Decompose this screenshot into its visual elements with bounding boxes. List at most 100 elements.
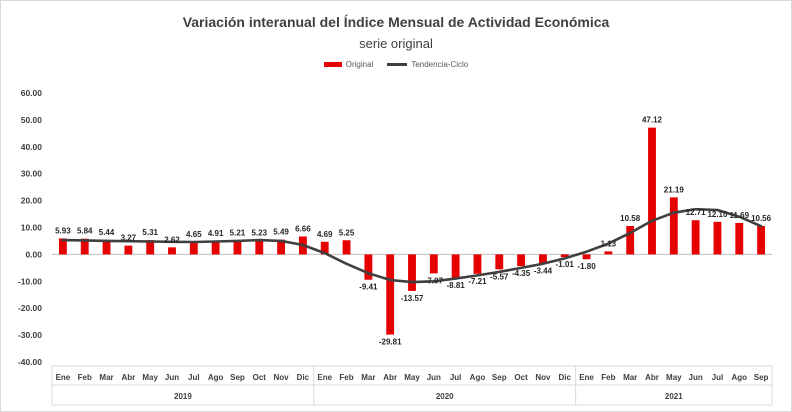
x-tick-label: Abr — [645, 373, 659, 382]
bar-original — [277, 239, 286, 255]
x-tick-label: Jul — [450, 373, 462, 382]
data-label: -7.21 — [468, 277, 487, 286]
chart-legend: Original Tendencia-Ciclo — [0, 60, 792, 69]
data-label: 5.84 — [77, 227, 93, 236]
x-tick-label: Ago — [208, 373, 224, 382]
x-tick-label: Ago — [470, 373, 486, 382]
year-label: 2020 — [436, 392, 454, 401]
data-label: 1.13 — [601, 239, 617, 248]
x-tick-label: Ene — [317, 373, 332, 382]
x-tick-label: Ene — [56, 373, 71, 382]
data-label: 5.31 — [142, 228, 158, 237]
y-tick-label: -10.00 — [18, 276, 42, 286]
data-label: -8.81 — [447, 281, 466, 290]
x-tick-label: Feb — [78, 373, 92, 382]
data-label: 21.19 — [664, 185, 685, 194]
y-tick-label: 30.00 — [21, 169, 43, 179]
data-label: 11.69 — [729, 211, 749, 220]
bar-original — [342, 240, 351, 255]
x-tick-label: Jun — [427, 373, 441, 382]
bar-original — [560, 254, 569, 258]
data-label: 12.10 — [707, 210, 728, 219]
data-label: 47.12 — [642, 116, 663, 125]
legend-item-tendencia: Tendencia-Ciclo — [387, 60, 468, 69]
x-tick-label: Ene — [579, 373, 594, 382]
legend-label-tendencia: Tendencia-Ciclo — [411, 60, 469, 69]
x-tick-label: Jul — [188, 373, 200, 382]
x-tick-label: Oct — [253, 373, 267, 382]
y-tick-label: -30.00 — [18, 330, 42, 340]
data-label: 5.44 — [99, 228, 115, 237]
legend-swatch-original — [323, 62, 342, 67]
bar-original — [102, 239, 111, 255]
x-tick-label: May — [142, 373, 158, 382]
bar-original — [582, 254, 591, 260]
chart-title: Variación interanual del Índice Mensual … — [182, 14, 610, 30]
data-label: 6.66 — [295, 224, 311, 233]
y-tick-label: 40.00 — [21, 142, 43, 152]
legend-swatch-tendencia — [387, 63, 408, 66]
y-tick-label: 20.00 — [21, 196, 43, 206]
x-tick-label: Oct — [514, 373, 528, 382]
x-tick-label: Ago — [731, 373, 747, 382]
x-tick-label: Jul — [712, 373, 724, 382]
data-label: 12.71 — [686, 208, 707, 217]
bar-original — [168, 247, 176, 255]
data-label: 4.65 — [186, 230, 202, 239]
data-label: -3.44 — [534, 267, 553, 276]
bar-original — [517, 254, 526, 267]
bar-original — [604, 251, 613, 255]
x-tick-label: Abr — [121, 373, 135, 382]
data-label: -9.41 — [359, 283, 378, 292]
bar-original — [80, 238, 89, 255]
bar-original — [538, 254, 547, 264]
bar-original — [58, 238, 67, 255]
bar-original — [429, 254, 438, 274]
data-label: 5.21 — [230, 228, 246, 237]
bar-original — [211, 241, 220, 255]
data-label: -1.01 — [556, 260, 575, 269]
data-label: -13.57 — [401, 294, 424, 303]
x-tick-label: Sep — [754, 373, 769, 382]
bar-original — [386, 254, 395, 335]
x-tick-label: Mar — [99, 373, 113, 382]
data-label: 5.25 — [339, 228, 355, 237]
bar-original — [255, 240, 264, 255]
bar-original — [146, 240, 155, 255]
y-tick-label: -40.00 — [18, 357, 42, 367]
data-label: -7.07 — [425, 276, 444, 285]
y-tick-label: -20.00 — [18, 303, 42, 313]
y-tick-label: 10.00 — [21, 223, 43, 233]
legend-label-original: Original — [345, 60, 374, 69]
x-tick-label: Abr — [383, 373, 397, 382]
bar-original — [233, 240, 242, 255]
x-tick-label: May — [404, 373, 420, 382]
x-tick-label: Feb — [339, 373, 353, 382]
data-label: -4.35 — [512, 269, 531, 278]
bar-original — [320, 241, 329, 255]
bar-original — [451, 254, 460, 279]
bar-original — [473, 254, 482, 274]
x-tick-label: Jun — [689, 373, 703, 382]
bar-original — [713, 221, 722, 255]
data-label: 5.49 — [273, 228, 289, 237]
bar-original — [648, 127, 656, 255]
x-tick-label: Sep — [230, 373, 245, 382]
x-tick-label: Nov — [274, 373, 290, 382]
legend-item-original: Original — [323, 60, 374, 69]
data-label: 10.56 — [751, 214, 772, 223]
bar-original — [408, 254, 416, 291]
data-label: -5.57 — [490, 272, 509, 281]
data-label: -1.80 — [577, 262, 596, 271]
x-tick-label: Jun — [165, 373, 179, 382]
data-label: 10.58 — [620, 214, 641, 223]
line-tendencia-ciclo — [61, 207, 763, 284]
x-tick-label: Mar — [623, 373, 637, 382]
data-label: -29.81 — [379, 338, 402, 347]
data-label: 4.91 — [208, 229, 224, 238]
bar-original — [757, 225, 766, 255]
chart-subtitle: serie original — [359, 36, 433, 51]
x-tick-label: Sep — [492, 373, 507, 382]
bar-original — [495, 254, 504, 270]
